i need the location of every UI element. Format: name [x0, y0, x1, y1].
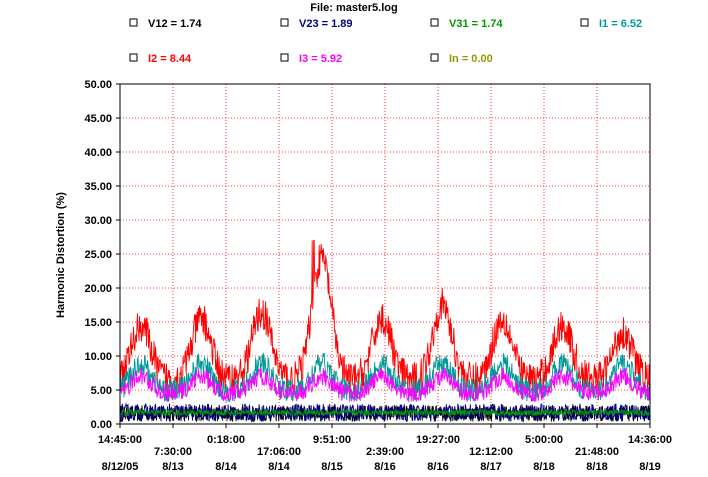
y-tick-label: 5.00 [91, 385, 112, 397]
x-tick-date: 8/17 [480, 461, 501, 473]
legend-label: V23 = 1.89 [299, 18, 353, 30]
legend-item-i2[interactable]: I2 = 8.44 [129, 53, 192, 65]
x-tick-time: 9:51:00 [313, 434, 351, 446]
y-tick-label: 10.00 [84, 351, 112, 363]
legend-item-i1[interactable]: I1 = 6.52 [580, 18, 642, 30]
legend-label: V31 = 1.74 [449, 18, 503, 30]
x-tick-time: 19:27:00 [416, 434, 460, 446]
x-tick-date: 8/16 [374, 461, 395, 473]
y-axis-label: Harmonic Distortion (%) [55, 192, 67, 318]
x-tick-date: 8/16 [427, 461, 448, 473]
series-v23-line [119, 402, 651, 423]
legend: V12 = 1.74 V23 = 1.89 V31 = 1.74 I1 = 6.52 I… [129, 18, 642, 65]
legend-label: V12 = 1.74 [148, 18, 202, 30]
legend-label: In = 0.00 [449, 53, 493, 65]
x-tick-date: 8/12/05 [102, 461, 139, 473]
x-tick-time: 14:45:00 [98, 434, 142, 446]
legend-item-in[interactable]: In = 0.00 [430, 53, 493, 65]
legend-checkbox[interactable] [430, 18, 439, 27]
x-tick-time: 5:00:00 [525, 434, 563, 446]
legend-checkbox[interactable] [280, 18, 289, 27]
legend-label: I1 = 6.52 [599, 18, 642, 30]
legend-label: I3 = 5.92 [299, 53, 342, 65]
x-tick-time: 21:48:00 [575, 446, 619, 458]
x-tick-date: 8/15 [321, 461, 342, 473]
legend-label: I2 = 8.44 [148, 53, 192, 65]
x-tick-time: 2:39:00 [366, 446, 404, 458]
legend-checkbox[interactable] [129, 53, 138, 62]
legend-checkbox[interactable] [580, 18, 589, 27]
legend-checkbox[interactable] [280, 53, 289, 62]
x-tick-date: 8/18 [586, 461, 607, 473]
y-tick-label: 0.00 [91, 419, 112, 431]
series-v31-line [119, 408, 651, 418]
series-i3-line [119, 367, 651, 402]
x-tick-date: 8/19 [639, 461, 660, 473]
legend-checkbox[interactable] [430, 53, 439, 62]
series-i2-line [119, 239, 651, 397]
x-tick-date: 8/14 [268, 461, 290, 473]
y-tick-label: 25.00 [84, 249, 112, 261]
x-tick-time: 14:36:00 [628, 434, 672, 446]
legend-item-v23[interactable]: V23 = 1.89 [280, 18, 353, 30]
y-tick-label: 15.00 [84, 317, 112, 329]
legend-item-v31[interactable]: V31 = 1.74 [430, 18, 503, 30]
y-tick-label: 50.00 [84, 79, 112, 91]
x-tick-labels: 14:45:00 8/12/05 7:30:00 8/13 0:18:00 8/14 17:… [98, 424, 672, 473]
x-tick-time: 17:06:00 [257, 446, 301, 458]
y-tick-label: 40.00 [84, 147, 112, 159]
x-tick-time: 0:18:00 [207, 434, 245, 446]
legend-item-i3[interactable]: I3 = 5.92 [280, 53, 342, 65]
legend-checkbox[interactable] [129, 18, 138, 27]
x-tick-time: 7:30:00 [154, 446, 192, 458]
x-tick-time: 12:12:00 [469, 446, 513, 458]
x-tick-date: 8/14 [215, 461, 237, 473]
y-tick-label: 45.00 [84, 113, 112, 125]
x-tick-date: 8/18 [533, 461, 554, 473]
y-tick-labels: 0.00 5.00 10.00 15.00 20.00 25.00 30.00 35.00 40… [84, 79, 120, 431]
y-tick-label: 30.00 [84, 215, 112, 227]
x-tick-date: 8/13 [162, 461, 183, 473]
legend-item-v12[interactable]: V12 = 1.74 [129, 18, 202, 30]
y-tick-label: 20.00 [84, 283, 112, 295]
chart-title: File: master5.log [310, 2, 397, 14]
y-tick-label: 35.00 [84, 181, 112, 193]
